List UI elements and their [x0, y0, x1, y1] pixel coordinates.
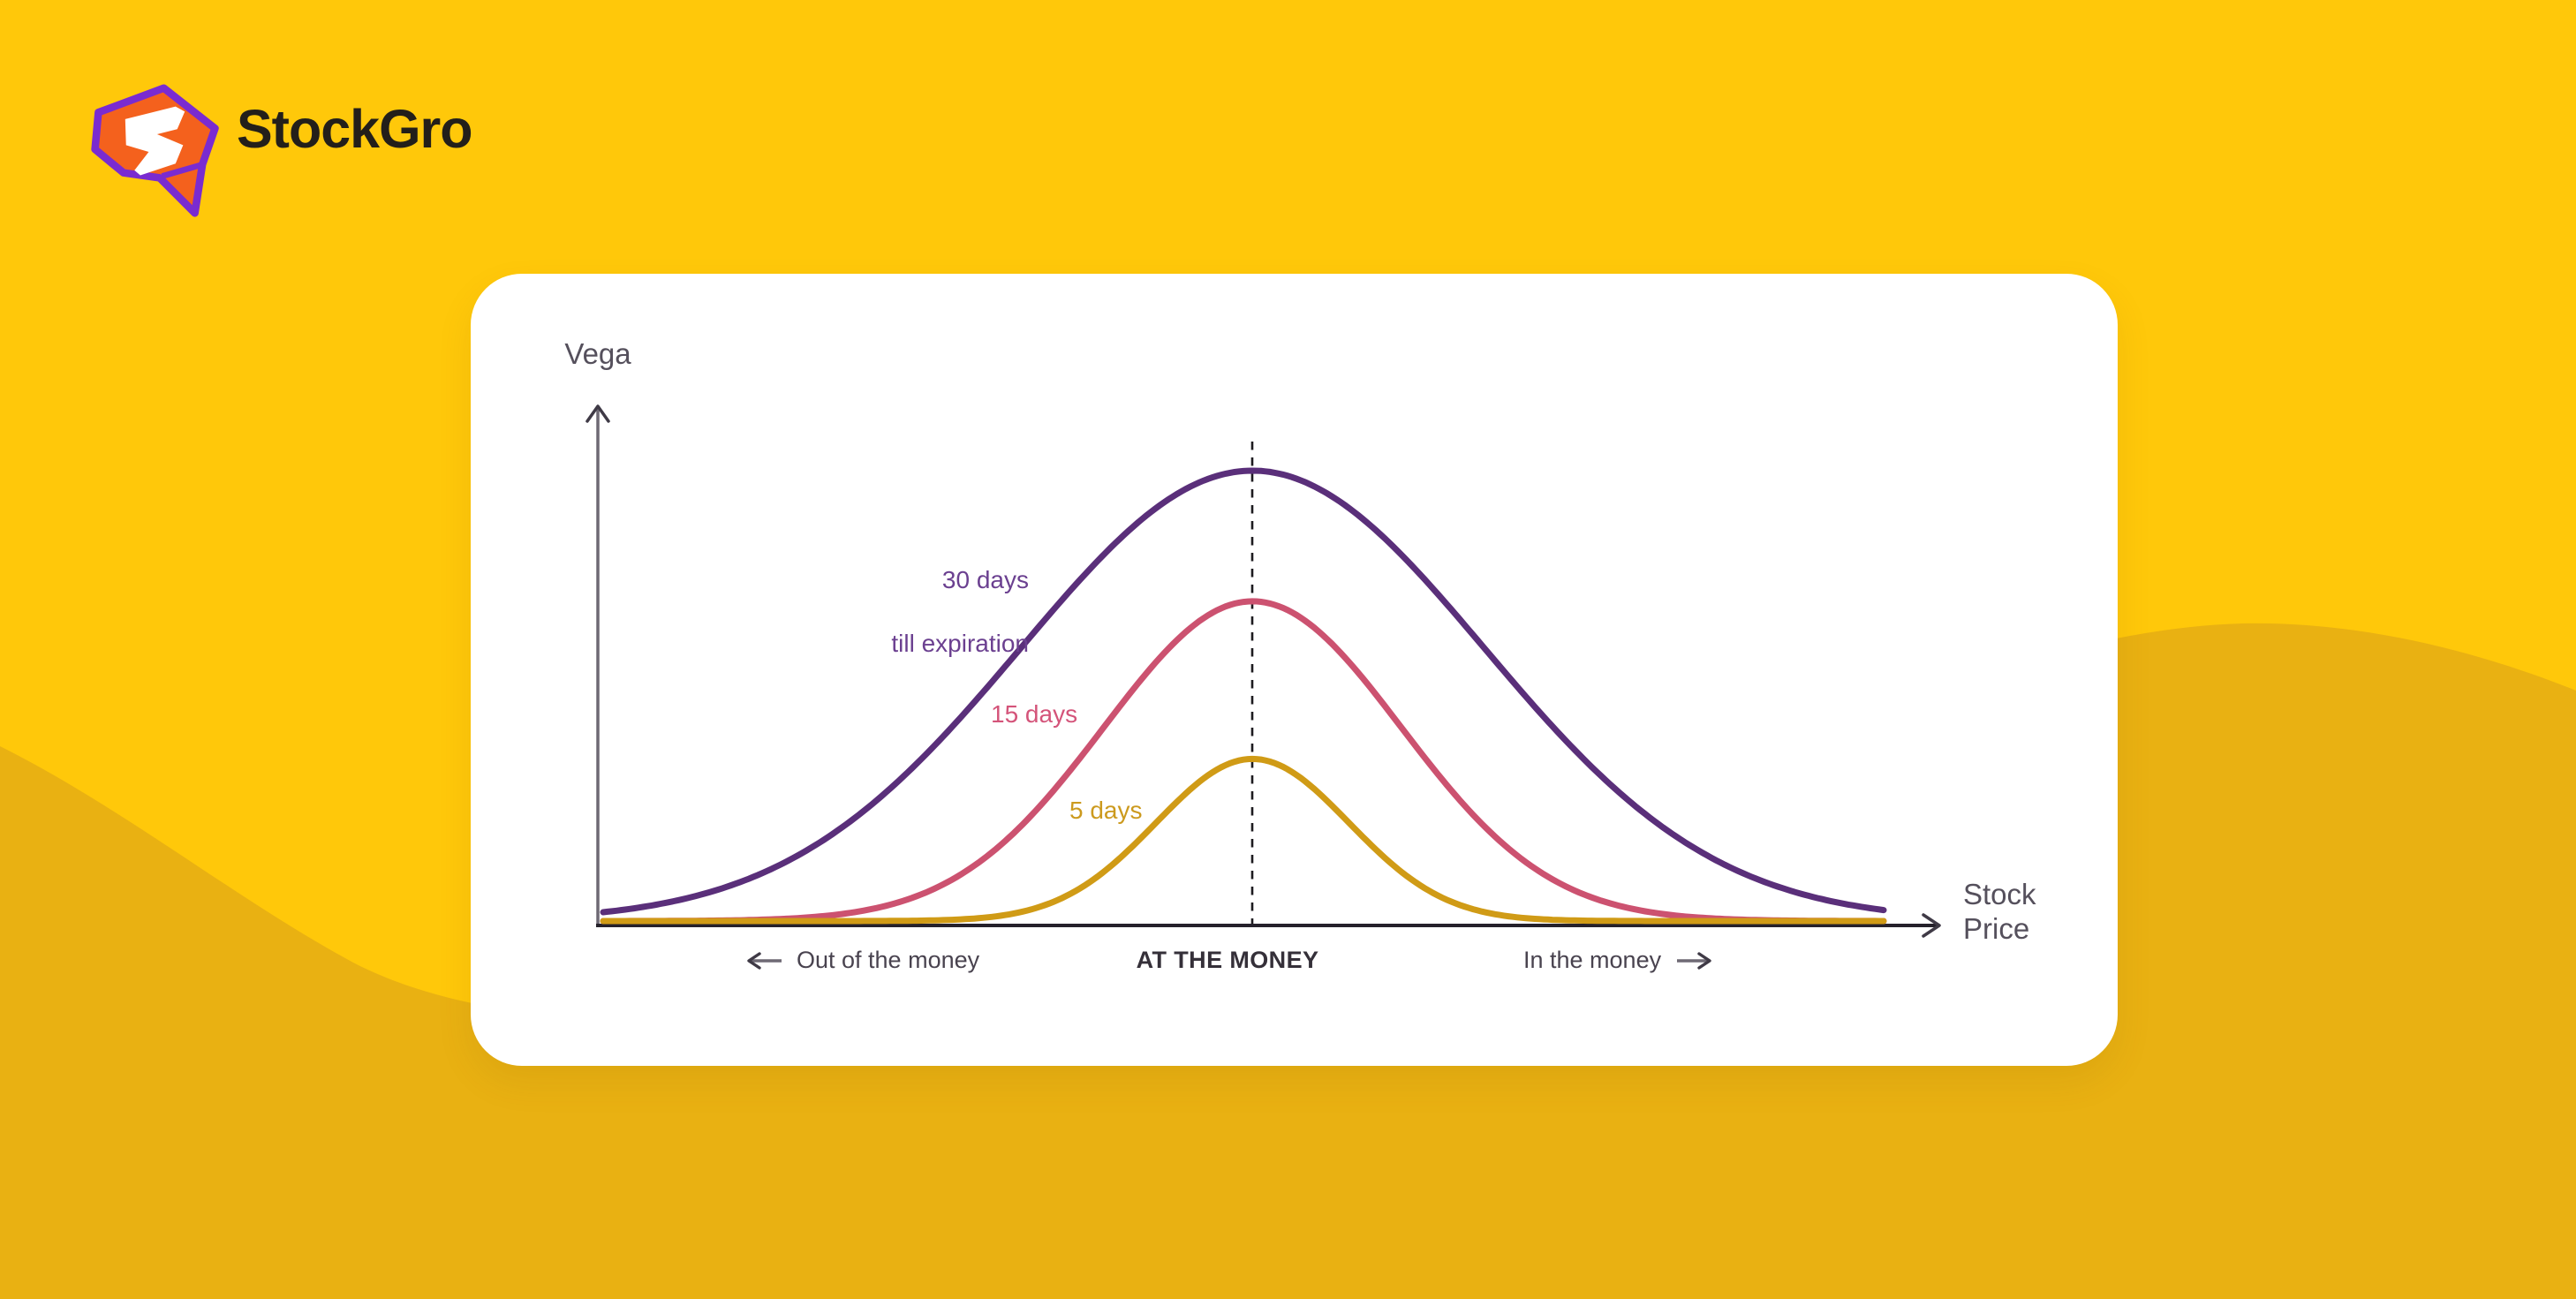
- curve-15-days: [600, 598, 1887, 925]
- stockgro-logo: StockGro: [88, 79, 473, 223]
- x-axis: [596, 913, 1941, 938]
- stockgro-kite-bolt-icon: [91, 84, 219, 217]
- series-label-30-days: 30 days till expiration: [806, 532, 1029, 691]
- zone-in-the-money: In the money: [1523, 947, 1662, 973]
- series-label-30-days-line1: 30 days: [941, 566, 1029, 593]
- series-label-15-days: 15 days: [991, 700, 1078, 728]
- y-axis: [585, 404, 610, 927]
- vega-chart: [585, 404, 1941, 938]
- curve-5-days: [600, 755, 1887, 925]
- right-arrowhead-icon: [1922, 913, 1941, 938]
- logo-bolt: [125, 106, 185, 176]
- left-arrow-icon: [747, 952, 782, 970]
- vega-curves: [600, 467, 1887, 925]
- curve-30-days-till-expiration: [600, 467, 1887, 916]
- y-axis-title: Vega: [564, 337, 631, 370]
- up-arrowhead-icon: [585, 404, 610, 423]
- series-label-30-days-line2: till expiration: [891, 630, 1029, 657]
- series-label-5-days: 5 days: [1069, 797, 1143, 824]
- zone-at-the-money: AT THE MONEY: [1136, 947, 1319, 973]
- zone-out-of-the-money: Out of the money: [797, 947, 980, 973]
- chart-card: Vega Stock Price 30 days till expiration…: [471, 274, 2118, 1066]
- x-axis-title: Stock Price: [1963, 878, 2036, 945]
- brand-name: StockGro: [237, 99, 473, 159]
- logo-fold-line: [161, 162, 201, 179]
- right-arrow-icon: [1677, 952, 1711, 970]
